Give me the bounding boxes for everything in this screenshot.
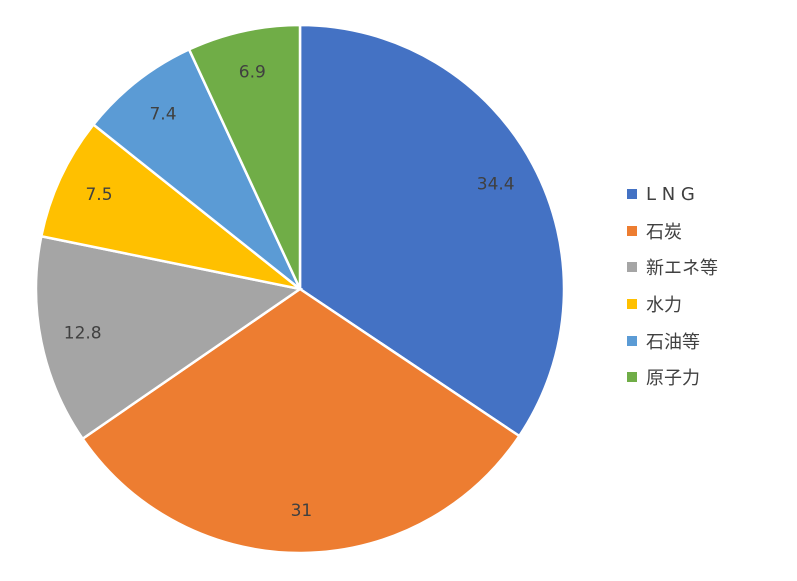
legend-item-new-energy: 新エネ等 — [627, 249, 718, 286]
legend-label-coal: 石炭 — [646, 221, 682, 243]
pie-slice-oil — [91, 47, 302, 290]
legend-swatch-lng — [627, 189, 637, 200]
legend: L N G 石炭 新エネ等 水力 石油等 原子力 — [627, 176, 718, 396]
legend-item-oil: 石油等 — [627, 322, 718, 359]
legend-label-nuclear: 原子力 — [646, 368, 700, 390]
legend-swatch-hydro — [627, 299, 637, 310]
data-label-lng: 34.4 — [477, 175, 515, 195]
pie-slice-lng — [298, 23, 566, 438]
legend-label-new-energy: 新エネ等 — [646, 258, 718, 280]
data-label-coal: 31 — [291, 501, 313, 521]
pie-data-labels: 34.4 31 12.8 7.5 7.4 6.9 — [64, 62, 515, 520]
legend-item-nuclear: 原子力 — [627, 359, 718, 396]
pie-slice-hydro — [39, 122, 301, 291]
data-label-hydro: 7.5 — [85, 185, 112, 205]
pie-slice-nuclear — [187, 23, 302, 290]
legend-swatch-new-energy — [627, 262, 637, 273]
legend-item-hydro: 水力 — [627, 286, 718, 323]
legend-swatch-coal — [627, 225, 637, 236]
data-label-nuclear: 6.9 — [239, 62, 266, 82]
legend-swatch-oil — [627, 335, 637, 346]
legend-label-oil: 石油等 — [646, 331, 700, 353]
data-label-oil: 7.4 — [149, 105, 176, 125]
legend-item-coal: 石炭 — [627, 213, 718, 250]
data-label-new-energy: 12.8 — [64, 323, 102, 343]
legend-label-lng: L N G — [646, 183, 695, 205]
pie-slice-new-energy — [34, 234, 304, 441]
pie-slices — [34, 23, 566, 555]
pie-slice-coal — [80, 287, 522, 555]
legend-item-lng: L N G — [627, 176, 718, 213]
legend-swatch-nuclear — [627, 372, 637, 383]
legend-label-hydro: 水力 — [646, 295, 682, 317]
